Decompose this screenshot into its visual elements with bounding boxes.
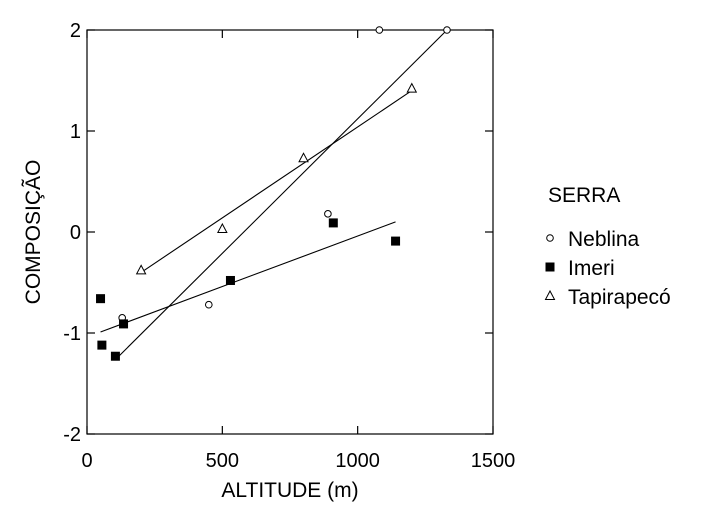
point-tapirapeco <box>217 222 228 233</box>
fit-line-neblina <box>116 29 448 359</box>
x-tick-label: 1500 <box>471 450 516 472</box>
point-neblina <box>375 26 384 34</box>
point-imeri <box>110 351 120 361</box>
y-tick-label: -2 <box>63 424 81 446</box>
y-tick-label: 0 <box>70 222 81 244</box>
x-tick-label: 0 <box>81 450 92 472</box>
point-tapirapeco <box>135 264 147 275</box>
legend: SERRA Neblina Imeri Tapirapecó <box>544 184 671 309</box>
y-axis: -2 -1 0 1 2 <box>63 20 493 446</box>
x-axis-title: ALTITUDE (m) <box>221 479 358 502</box>
legend-label-imeri: Imeri <box>568 257 615 280</box>
point-imeri <box>119 319 129 329</box>
point-imeri <box>97 340 107 350</box>
legend-title: SERRA <box>548 184 620 207</box>
y-tick-label: 1 <box>70 121 81 143</box>
x-tick-label: 500 <box>206 450 239 472</box>
legend-marker-tapirapeco <box>544 289 556 300</box>
legend-label-neblina: Neblina <box>568 228 640 251</box>
data-points <box>96 26 451 361</box>
point-neblina <box>443 26 451 34</box>
point-imeri <box>225 275 235 285</box>
y-tick-label: 2 <box>70 20 81 42</box>
x-tick-label: 1000 <box>335 450 380 472</box>
point-tapirapeco <box>298 152 309 163</box>
y-axis-title: COMPOSIÇÃO <box>21 160 45 305</box>
fit-line-imeri <box>100 221 396 333</box>
legend-label-tapirapeco: Tapirapecó <box>568 286 671 309</box>
legend-marker-neblina <box>546 234 554 242</box>
legend-marker-imeri <box>545 262 555 272</box>
point-imeri <box>96 294 106 304</box>
plot-frame <box>86 29 494 435</box>
fit-line-tapirapeco <box>140 90 413 273</box>
point-tapirapeco <box>406 82 418 93</box>
point-neblina <box>205 300 213 309</box>
fit-lines <box>100 29 448 359</box>
point-imeri <box>391 236 401 246</box>
point-neblina <box>324 210 332 218</box>
x-axis: 0 500 1000 1500 <box>81 30 515 472</box>
point-imeri <box>328 218 338 228</box>
y-tick-label: -1 <box>63 323 81 345</box>
